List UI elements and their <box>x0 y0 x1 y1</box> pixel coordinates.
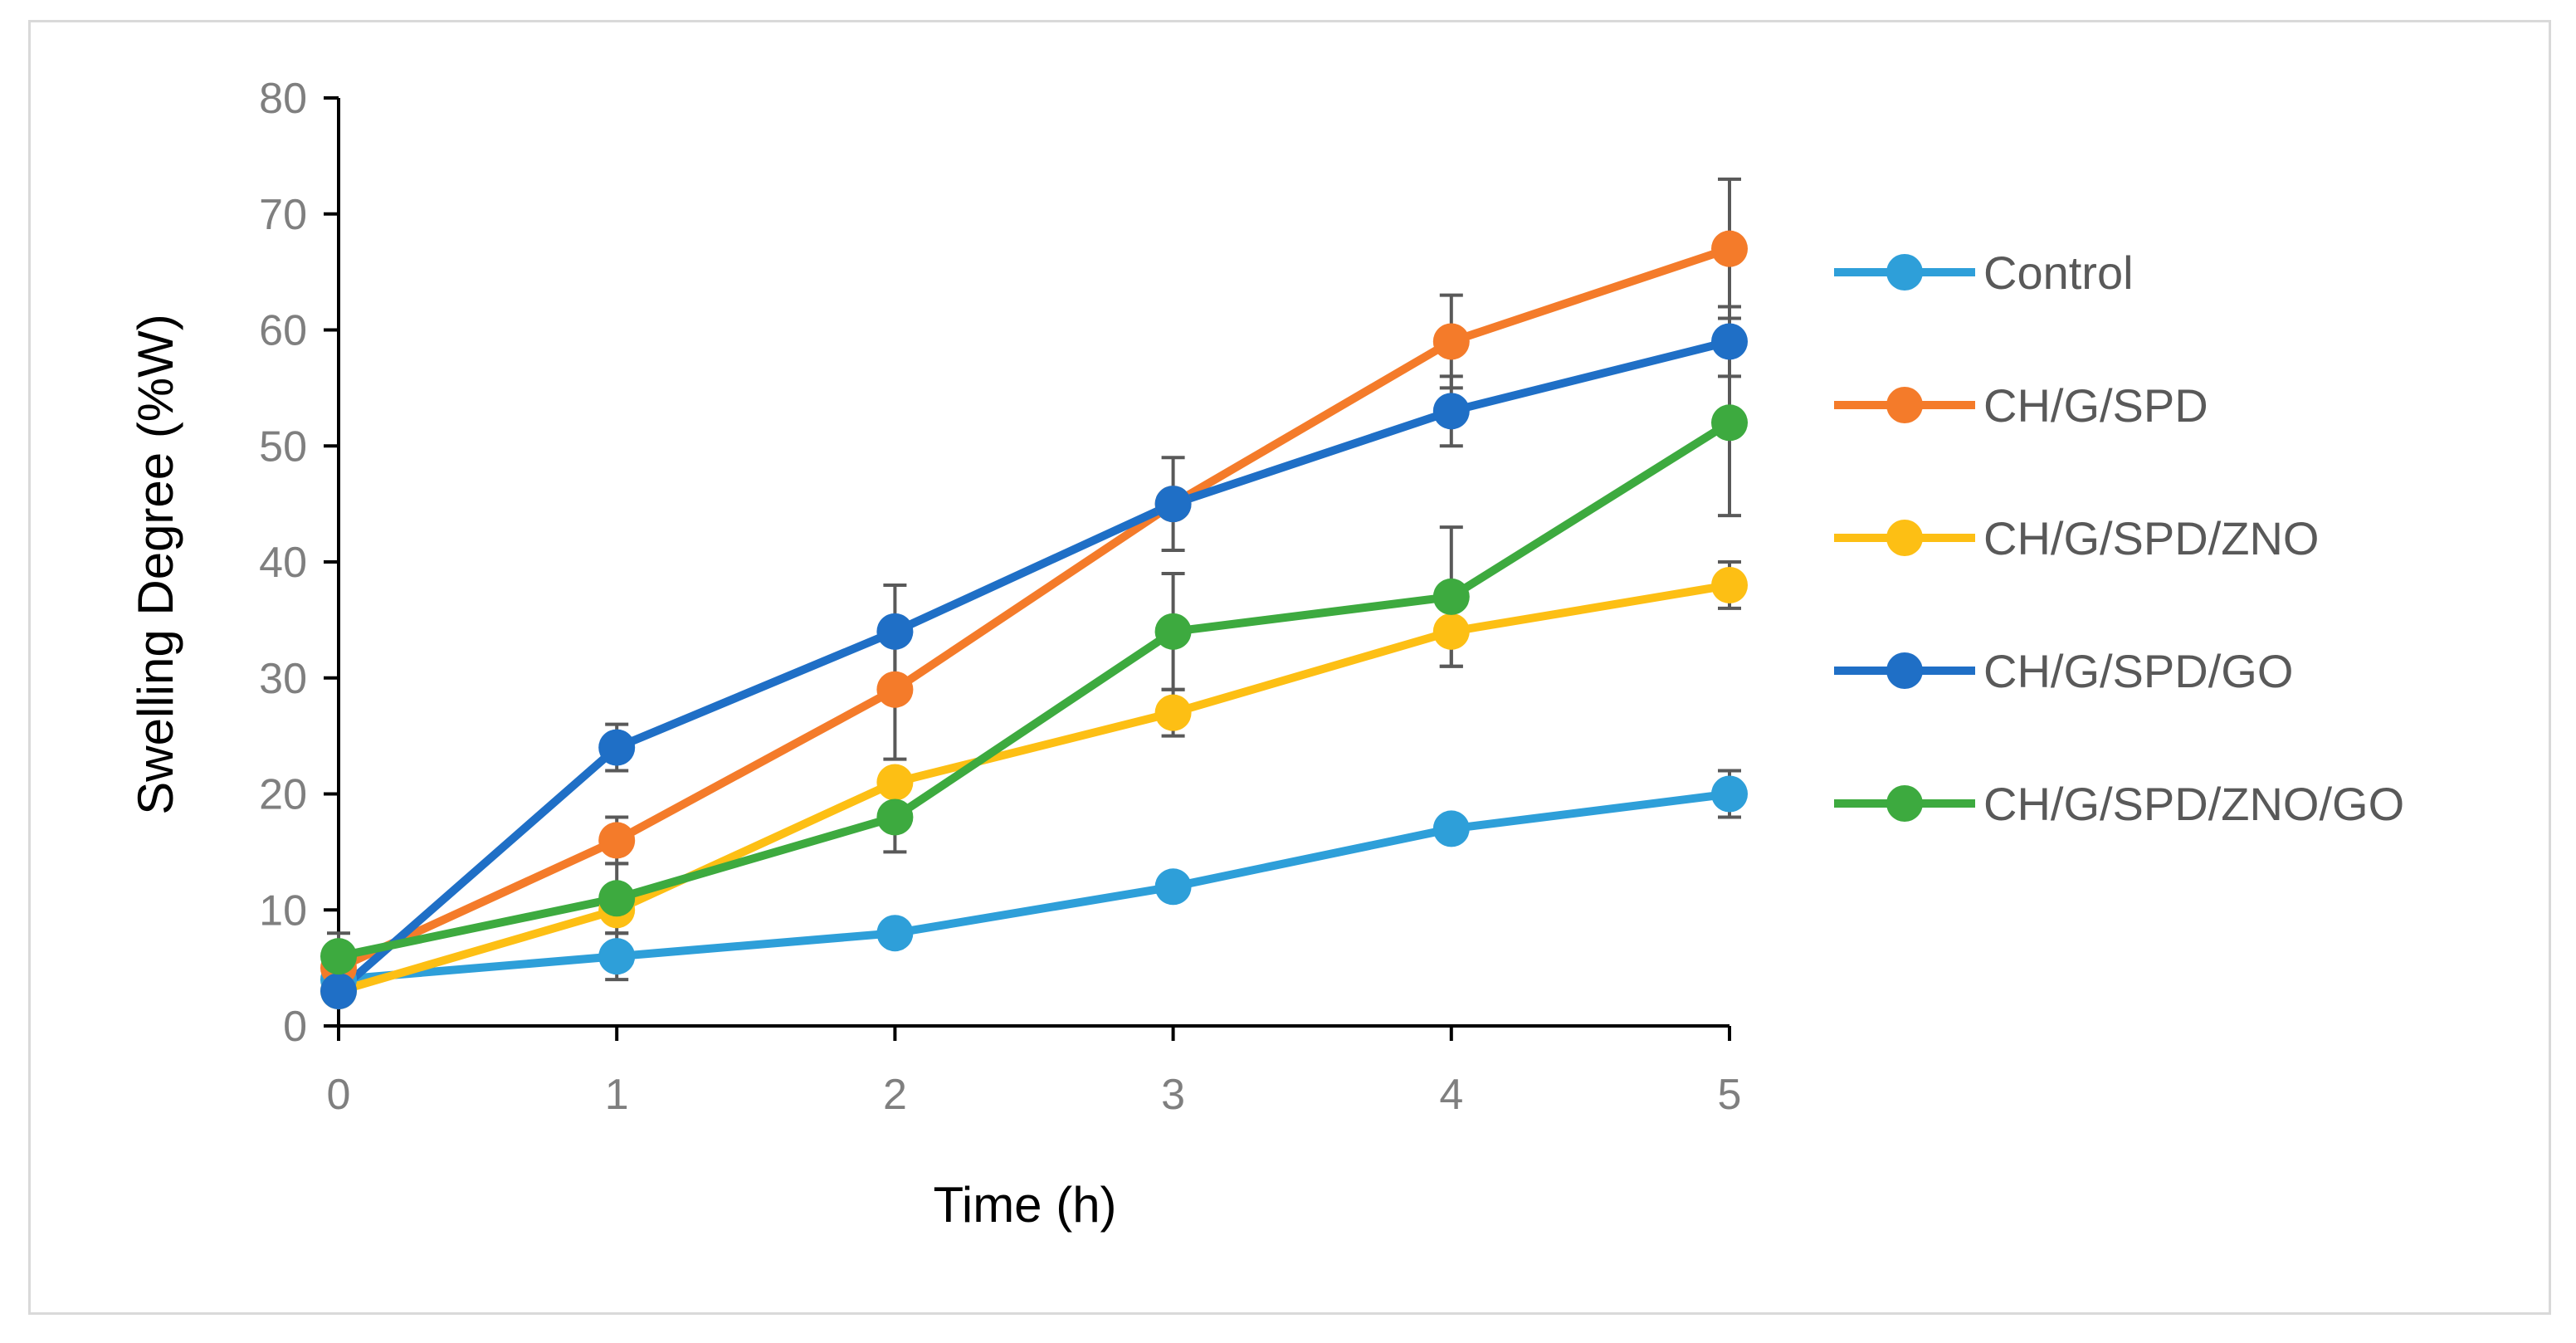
data-point-ch-g-spd-zno-go <box>598 880 636 917</box>
legend-marker-ch-g-spd-zno-go <box>1886 785 1923 822</box>
data-point-ch-g-spd-zno-go <box>1432 578 1470 615</box>
x-tick-label: 2 <box>883 1071 907 1119</box>
x-tick-label: 1 <box>605 1071 629 1119</box>
legend-marker-ch-g-spd <box>1886 387 1923 423</box>
data-point-ch-g-spd <box>598 822 636 859</box>
data-point-ch-g-spd-go <box>876 613 914 650</box>
data-point-ch-g-spd <box>1711 230 1748 267</box>
data-point-ch-g-spd-go <box>1432 393 1470 430</box>
series-line-ch-g-spd-go <box>335 337 1731 994</box>
x-axis-title: Time (h) <box>933 1177 1116 1233</box>
legend-label-ch-g-spd: CH/G/SPD <box>1983 379 2208 432</box>
x-tick-label: 0 <box>327 1071 351 1119</box>
legend-marker-ch-g-spd-zno <box>1886 520 1923 556</box>
data-point-ch-g-spd-go <box>1711 323 1748 360</box>
x-tick-label: 4 <box>1439 1071 1463 1119</box>
y-axis-title: Swelling Degree (%W) <box>128 314 183 815</box>
y-tick-label: 40 <box>259 539 307 587</box>
x-tick-label: 3 <box>1161 1071 1185 1119</box>
data-point-control <box>876 915 914 952</box>
data-point-ch-g-spd-zno-go <box>1154 613 1192 650</box>
y-tick-label: 30 <box>259 655 307 703</box>
data-point-ch-g-spd-zno <box>1154 694 1192 731</box>
legend-label-ch-g-spd-zno: CH/G/SPD/ZNO <box>1983 512 2319 564</box>
series-lines <box>335 244 1732 995</box>
x-tick-label: 5 <box>1718 1071 1742 1119</box>
series-points <box>320 230 1748 1010</box>
series-line-ch-g-spd <box>336 244 1731 972</box>
data-point-ch-g-spd-zno <box>1432 613 1470 650</box>
data-point-ch-g-spd-zno-go <box>1711 404 1748 442</box>
legend-marker-ch-g-spd-go <box>1886 652 1923 689</box>
data-point-ch-g-spd-go <box>1154 486 1192 523</box>
legend-marker-control <box>1886 254 1923 291</box>
data-point-ch-g-spd-zno-go <box>876 798 914 836</box>
legend-label-ch-g-spd-zno-go: CH/G/SPD/ZNO/GO <box>1983 778 2404 830</box>
axes: 0 10 20 30 40 50 60 70 80 0 1 2 3 4 5 <box>259 75 1741 1119</box>
legend-label-control: Control <box>1983 247 2134 299</box>
y-tick-label: 0 <box>283 1003 307 1051</box>
data-point-control <box>1711 775 1748 813</box>
series-line-ch-g-spd-zno <box>337 581 1730 995</box>
y-tick-label: 80 <box>259 75 307 123</box>
data-point-ch-g-spd-zno-go <box>320 938 357 975</box>
data-point-ch-g-spd-go <box>598 729 636 766</box>
data-point-control <box>1432 810 1470 847</box>
y-tick-label: 10 <box>259 886 307 935</box>
data-point-ch-g-spd-zno <box>876 764 914 801</box>
data-point-control <box>598 938 636 975</box>
y-tick-label: 20 <box>259 771 307 819</box>
y-tick-label: 60 <box>259 307 307 355</box>
y-tick-label: 70 <box>259 191 307 239</box>
data-point-ch-g-spd <box>1432 323 1470 360</box>
data-point-ch-g-spd <box>876 671 914 708</box>
chart-frame <box>28 20 2551 1315</box>
series-line-control <box>338 789 1730 984</box>
data-point-ch-g-spd-go <box>320 973 357 1010</box>
legend-label-ch-g-spd-go: CH/G/SPD/GO <box>1983 645 2293 697</box>
y-tick-label: 50 <box>259 422 307 471</box>
data-point-control <box>1154 868 1192 906</box>
error-bars <box>327 177 1741 982</box>
series-line-ch-g-spd-zno-go <box>337 419 1732 961</box>
legend: Control CH/G/SPD CH/G/SPD/ZNO CH/G/SPD/GO CH… <box>1834 247 2404 830</box>
data-point-ch-g-spd-zno <box>1711 566 1748 603</box>
